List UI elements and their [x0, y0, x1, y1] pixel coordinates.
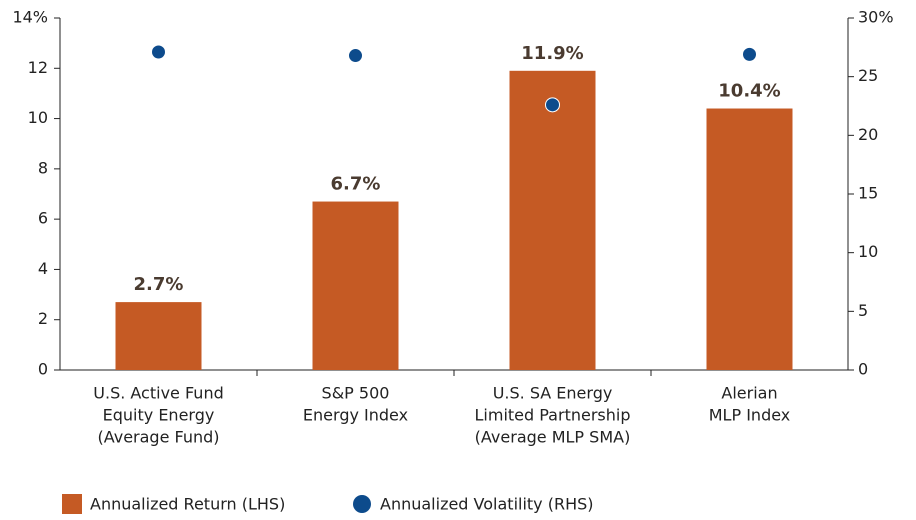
legend-label: Annualized Return (LHS): [90, 495, 285, 514]
y-tick-label: 0: [38, 360, 48, 379]
dot: [742, 46, 757, 62]
legend-label: Annualized Volatility (RHS): [380, 495, 594, 514]
x-tick-label: Energy Index: [303, 406, 408, 425]
y2-tick-label: 25: [858, 66, 878, 85]
legend-swatch: [353, 495, 371, 513]
y-tick-label: 4: [38, 259, 48, 278]
y-tick-label: 8: [38, 158, 48, 177]
y-tick-label: 10: [28, 108, 48, 127]
dot: [151, 44, 166, 60]
y2-tick-label: 0: [858, 360, 868, 379]
y2-tick-label: 30%: [858, 8, 894, 27]
y-tick-label: 2: [38, 309, 48, 328]
x-tick-label: (Average MLP SMA): [475, 428, 631, 447]
x-tick-label: U.S. SA Energy: [493, 384, 613, 403]
value-label: 10.4%: [718, 81, 780, 102]
x-tick-label: U.S. Active Fund: [93, 384, 223, 403]
bar: [509, 70, 596, 371]
x-tick-label: S&P 500: [322, 384, 390, 403]
value-label: 2.7%: [134, 274, 184, 295]
value-label: 11.9%: [521, 43, 583, 64]
y-tick-label: 6: [38, 209, 48, 228]
x-tick-label: Limited Partnership: [475, 406, 631, 425]
dot: [545, 97, 560, 113]
y-tick-label: 14%: [12, 8, 48, 27]
x-tick-label: (Average Fund): [97, 428, 219, 447]
y2-tick-label: 10: [858, 242, 878, 261]
x-tick-label: Equity Energy: [103, 406, 215, 425]
bar: [115, 302, 202, 370]
bar: [706, 108, 793, 370]
x-tick-label: MLP Index: [709, 406, 791, 425]
y2-tick-label: 5: [858, 301, 868, 320]
y2-tick-label: 20: [858, 125, 878, 144]
y2-tick-label: 15: [858, 184, 878, 203]
bar: [312, 201, 399, 370]
x-tick-label: Alerian: [721, 384, 777, 403]
value-label: 6.7%: [331, 174, 381, 195]
y-tick-label: 12: [28, 58, 48, 77]
dot: [348, 48, 363, 64]
legend-swatch: [62, 494, 82, 514]
